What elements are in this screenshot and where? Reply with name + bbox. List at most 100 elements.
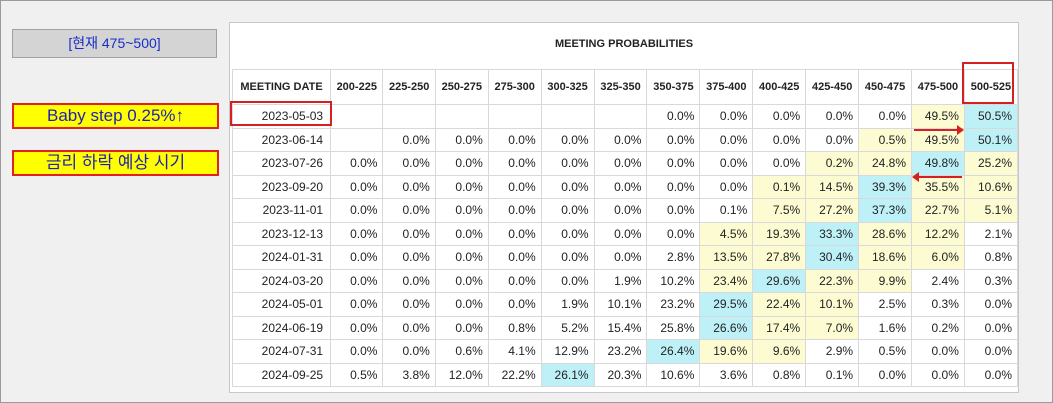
probability-cell: 24.8%	[858, 151, 912, 176]
probability-cell: 0.0%	[540, 198, 595, 223]
probability-cell: 0.3%	[963, 268, 1019, 293]
probability-cell: 4.1%	[487, 339, 542, 364]
meeting-date-cell: 2023-11-01	[231, 198, 332, 223]
table-row: 2024-06-19 0.0% 0.0% 0.0% 0.8% 5.2% 15.4% 25.8%…	[231, 315, 1019, 340]
probability-cell: 35.5%	[911, 174, 965, 199]
probability-cell: 0.0%	[540, 127, 595, 152]
probability-cell: 0.0%	[858, 362, 912, 387]
probability-cell: 19.3%	[752, 221, 807, 246]
probability-cell: 20.3%	[593, 362, 648, 387]
probability-cell: 26.1%	[540, 362, 595, 387]
probability-cell: 0.0%	[434, 268, 489, 293]
probability-cell: 0.0%	[699, 127, 754, 152]
probability-cell: 0.0%	[858, 104, 912, 129]
probability-cell: 0.0%	[487, 221, 542, 246]
current-rate-label: [현재 475~500]	[12, 29, 217, 58]
meeting-date-cell: 2024-09-25	[231, 362, 332, 387]
probability-cell: 18.6%	[858, 245, 912, 270]
probability-cell: 12.2%	[911, 221, 965, 246]
column-header-date: MEETING DATE	[231, 69, 332, 105]
probability-cell: 2.1%	[963, 221, 1019, 246]
column-header-450-475: 450-475	[858, 69, 912, 105]
header-row: MEETING DATE 200-225 225-250 250-275 275-300…	[231, 69, 1019, 105]
probability-cell: 49.5%	[911, 104, 965, 129]
probability-cell: 0.0%	[434, 292, 489, 317]
probability-cell: 0.0%	[963, 362, 1019, 387]
probability-cell: 0.6%	[434, 339, 489, 364]
probability-cell: 0.0%	[752, 151, 807, 176]
probability-cell	[330, 104, 384, 129]
probability-cell: 0.0%	[646, 221, 701, 246]
probability-cell: 22.3%	[805, 268, 860, 293]
probability-cell: 0.0%	[330, 151, 384, 176]
probability-cell	[382, 104, 436, 129]
probability-table: MEETING DATE 200-225 225-250 250-275 275-300…	[231, 69, 1019, 387]
probability-cell: 2.8%	[646, 245, 701, 270]
column-header-400-425: 400-425	[752, 69, 807, 105]
table-body: 2023-05-03 0.0% 0.0% 0.0% 0.0% 0.0% 49.5% 50.5%…	[231, 104, 1019, 387]
probability-cell: 0.0%	[434, 245, 489, 270]
probability-cell: 0.0%	[434, 151, 489, 176]
probability-cell: 0.0%	[911, 362, 965, 387]
probability-cell: 19.6%	[699, 339, 754, 364]
probability-cell: 25.2%	[963, 151, 1019, 176]
probability-cell: 4.5%	[699, 221, 754, 246]
meeting-date-cell: 2024-03-20	[231, 268, 332, 293]
probability-cell: 0.0%	[646, 104, 701, 129]
probability-cell: 3.6%	[699, 362, 754, 387]
probability-cell: 0.0%	[646, 127, 701, 152]
probability-cell: 0.0%	[330, 292, 384, 317]
arrow-right-icon	[914, 125, 964, 135]
meeting-date-cell: 2023-05-03	[231, 104, 332, 129]
probability-cell: 37.3%	[858, 198, 912, 223]
table-title: MEETING PROBABILITIES	[554, 38, 694, 50]
probability-cell	[593, 104, 648, 129]
probability-cell: 1.6%	[858, 315, 912, 340]
probability-cell: 49.8%	[911, 151, 965, 176]
probability-cell: 0.0%	[540, 245, 595, 270]
probability-cell: 26.6%	[699, 315, 754, 340]
probability-cell: 14.5%	[805, 174, 860, 199]
probability-cell: 1.9%	[593, 268, 648, 293]
probability-cell: 0.0%	[434, 315, 489, 340]
column-header-250-275: 250-275	[434, 69, 489, 105]
probability-cell: 28.6%	[858, 221, 912, 246]
probability-cell: 0.0%	[487, 151, 542, 176]
column-header-475-500: 475-500	[911, 69, 965, 105]
meeting-date-cell: 2024-06-19	[231, 315, 332, 340]
probability-cell: 26.4%	[646, 339, 701, 364]
meeting-date-cell: 2023-12-13	[231, 221, 332, 246]
probability-cell	[487, 104, 542, 129]
probability-cell: 33.3%	[805, 221, 860, 246]
probability-cell: 0.3%	[911, 292, 965, 317]
probability-cell: 27.8%	[752, 245, 807, 270]
column-header-200-225: 200-225	[330, 69, 384, 105]
probability-cell: 39.3%	[858, 174, 912, 199]
probability-cell: 0.0%	[382, 198, 436, 223]
probability-cell: 0.0%	[434, 198, 489, 223]
probability-cell: 50.1%	[963, 127, 1019, 152]
probability-cell: 29.5%	[699, 292, 754, 317]
probability-cell: 0.1%	[699, 198, 754, 223]
probability-cell: 23.2%	[646, 292, 701, 317]
probability-cell: 0.5%	[330, 362, 384, 387]
column-header-275-300: 275-300	[487, 69, 542, 105]
probability-cell: 0.0%	[593, 151, 648, 176]
table-row: 2023-06-14 0.0% 0.0% 0.0% 0.0% 0.0% 0.0% 0.0% 0.…	[231, 127, 1019, 152]
probability-cell: 0.0%	[540, 174, 595, 199]
probability-cell: 0.0%	[593, 127, 648, 152]
probability-cell: 0.0%	[434, 221, 489, 246]
table-row: 2024-01-31 0.0% 0.0% 0.0% 0.0% 0.0% 0.0% 2.8% 13…	[231, 245, 1019, 270]
probability-cell: 2.9%	[805, 339, 860, 364]
probability-cell: 10.1%	[805, 292, 860, 317]
probability-cell: 0.0%	[434, 127, 489, 152]
table-row: 2024-03-20 0.0% 0.0% 0.0% 0.0% 0.0% 1.9% 10.2% 2…	[231, 268, 1019, 293]
probability-cell: 0.0%	[330, 339, 384, 364]
probability-cell: 0.0%	[963, 339, 1019, 364]
probability-cell: 0.0%	[540, 268, 595, 293]
table-row: 2023-09-20 0.0% 0.0% 0.0% 0.0% 0.0% 0.0% 0.0% 0.…	[231, 174, 1019, 199]
probability-cell: 0.8%	[752, 362, 807, 387]
probability-cell: 5.2%	[540, 315, 595, 340]
probability-cell: 2.4%	[911, 268, 965, 293]
probability-cell: 0.0%	[382, 174, 436, 199]
